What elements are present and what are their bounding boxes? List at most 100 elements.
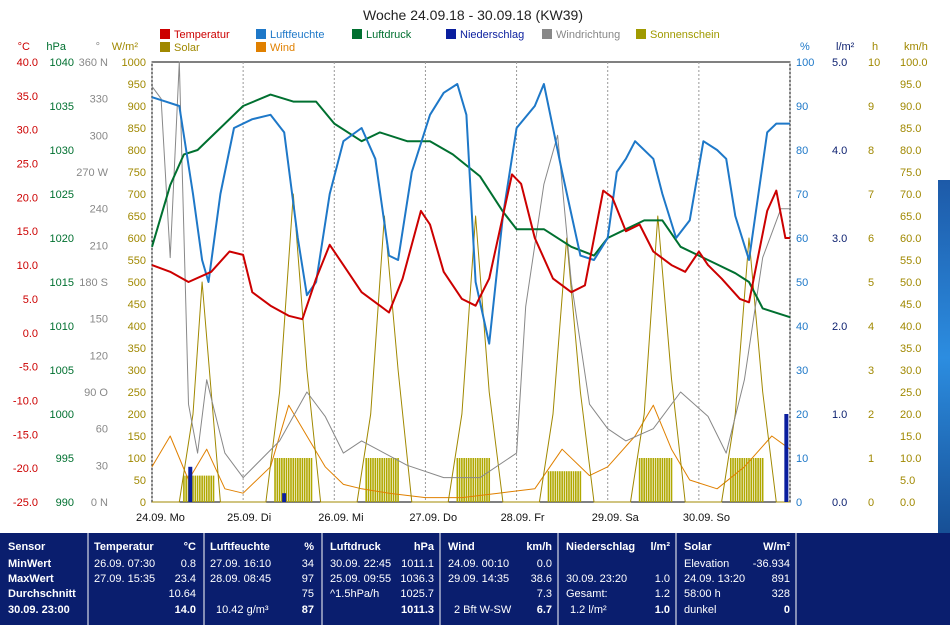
axis-tick-label-temp: 20.0 — [17, 192, 38, 204]
axis-tick-label-sun: 4 — [868, 321, 874, 333]
axis-tick-label-solar: 150 — [128, 431, 146, 443]
axis-unit-sun: h — [872, 41, 878, 53]
axis-tick-label-solar: 450 — [128, 299, 146, 311]
axis-tick-label-press: 1020 — [50, 233, 74, 245]
solar-unit: W/m² — [763, 541, 790, 553]
axis-tick-label-temp: 15.0 — [17, 226, 38, 238]
axis-tick-label-hum: 50 — [796, 277, 808, 289]
axis-tick-label-dir: 240 — [90, 204, 108, 216]
sensor-header: Sensor — [8, 541, 46, 553]
axis-tick-label-solar: 750 — [128, 167, 146, 179]
x-axis-ticks: 24.09. Mo 25.09. Di 26.09. Mi 27.09. Do 28.0… — [136, 512, 730, 524]
legend-label: Wind — [270, 42, 295, 54]
axis-tick-label-temp: -10.0 — [13, 395, 38, 407]
wind-min-value: 0.0 — [536, 558, 552, 570]
x-tick-label: 24.09. Mo — [136, 512, 185, 524]
rain-bar — [188, 466, 193, 502]
legend-label: Temperatur — [174, 29, 230, 41]
axis-tick-label-hum: 10 — [796, 453, 808, 465]
axis-tick-label-temp: 25.0 — [17, 159, 38, 171]
axis-tick-label-hum: 0 — [796, 497, 802, 509]
wind-max-value: 38.6 — [530, 573, 552, 585]
axis-tick-label-wind: 70.0 — [900, 189, 921, 201]
axis-unit-temp: °C — [18, 41, 30, 53]
rain-bar — [784, 414, 789, 502]
rain-bar — [282, 493, 287, 502]
humidity-max-value: 97 — [301, 573, 314, 585]
rain-current-value: 1.0 — [654, 604, 670, 616]
axis-tick-label-solar: 950 — [128, 79, 146, 91]
axis-tick-label-temp: 5.0 — [23, 294, 38, 306]
axis-tick-label-dir: 60 — [96, 424, 108, 436]
wind-header: Wind — [448, 541, 475, 553]
axis-tick-label-sun: 7 — [868, 189, 874, 201]
legend-label: Sonnenschein — [650, 29, 720, 41]
axis-tick-label-solar: 1000 — [122, 57, 146, 69]
humidity-current-extra: 10.42 g/m³ — [216, 604, 269, 616]
axis-tick-label-hum: 20 — [796, 409, 808, 421]
axis-tick-label-wind: 10.0 — [900, 453, 921, 465]
axis-tick-label-temp: -5.0 — [19, 362, 38, 374]
axis-tick-label-rain: 5.0 — [832, 57, 847, 69]
humidity-current-value: 87 — [301, 604, 314, 616]
axis-tick-label-wind: 60.0 — [900, 233, 921, 245]
col-rain: Niederschlag l/m² 30.09. 23:20 1.0 Gesam… — [558, 533, 676, 625]
col-pressure: Luftdruck hPa 30.09. 22:45 1011.1 25.09.… — [322, 533, 440, 625]
series-line-windrichtung — [151, 61, 790, 479]
axis-tick-label-wind: 90.0 — [900, 101, 921, 113]
temperature-current-value: 14.0 — [174, 604, 196, 616]
axis-tick-label-solar: 550 — [128, 255, 146, 267]
chart-title: Woche 24.09.18 - 30.09.18 (KW39) — [363, 7, 583, 23]
axis-tick-label-wind: 25.0 — [900, 387, 921, 399]
axis-tick-label-solar: 500 — [128, 277, 146, 289]
pressure-min-value: 1011.1 — [401, 558, 434, 570]
axis-tick-label-rain: 4.0 — [832, 145, 847, 157]
axis-tick-label-press: 1000 — [50, 409, 74, 421]
axis-tick-label-sun: 0 — [868, 497, 874, 509]
axis-tick-label-solar: 350 — [128, 343, 146, 355]
legend-swatch — [352, 29, 362, 39]
humidity-min-time: 27.09. 16:10 — [210, 558, 272, 570]
col-humidity: Luftfeuchte % 27.09. 16:10 34 28.09. 08:… — [204, 533, 322, 625]
solar-current-label: dunkel — [684, 604, 717, 616]
sensor-row-current: 30.09. 23:00 — [8, 604, 70, 616]
temperature-max-time: 27.09. 15:35 — [94, 573, 156, 585]
series-line-solar — [152, 193, 790, 503]
axis-tick-label-sun: 2 — [868, 409, 874, 421]
axis-tick-label-rain: 1.0 — [832, 409, 847, 421]
x-tick-label: 29.09. Sa — [592, 512, 640, 524]
axis-tick-label-press: 1035 — [50, 101, 74, 113]
sensor-row-min: MinWert — [8, 558, 52, 570]
legend-label: Solar — [174, 42, 200, 54]
axis-tick-label-press: 1005 — [50, 365, 74, 377]
pressure-current-value: 1011.3 — [400, 604, 434, 616]
axis-tick-label-wind: 80.0 — [900, 145, 921, 157]
series-line-luftfeuchte — [151, 83, 790, 345]
axis-tick-label-wind: 75.0 — [900, 167, 921, 179]
axis-tick-label-hum: 90 — [796, 101, 808, 113]
x-tick-label: 28.09. Fr — [501, 512, 545, 524]
axis-unit-rain: l/m² — [836, 41, 855, 53]
solar-hours-label: 58:00 h — [684, 588, 721, 600]
table-dividers — [87, 533, 797, 625]
axis-tick-label-wind: 45.0 — [900, 299, 921, 311]
axis-unit-solar: W/m² — [112, 41, 139, 53]
legend-swatch — [160, 29, 170, 39]
solar-max-value: 891 — [771, 573, 790, 585]
axis-tick-label-dir: 270 W — [76, 167, 108, 179]
legend-label: Luftfeuchte — [270, 29, 324, 41]
x-tick-label: 25.09. Di — [227, 512, 271, 524]
pressure-unit: hPa — [413, 541, 434, 553]
pressure-max-value: 1036.3 — [400, 573, 434, 585]
legend-swatch — [636, 29, 646, 39]
axis-tick-label-sun: 10 — [868, 57, 880, 69]
axis-tick-label-wind: 50.0 — [900, 277, 921, 289]
humidity-max-time: 28.09. 08:45 — [210, 573, 272, 585]
rain-header: Niederschlag — [566, 541, 636, 553]
chart-plot — [151, 61, 791, 503]
stats-table: Sensor MinWert MaxWert Durchschnitt 30.0… — [0, 533, 950, 625]
pressure-max-time: 25.09. 09:55 — [330, 573, 392, 585]
axis-tick-label-temp: 35.0 — [17, 91, 38, 103]
solar-header: Solar — [684, 541, 712, 553]
axis-tick-label-hum: 100 — [796, 57, 814, 69]
